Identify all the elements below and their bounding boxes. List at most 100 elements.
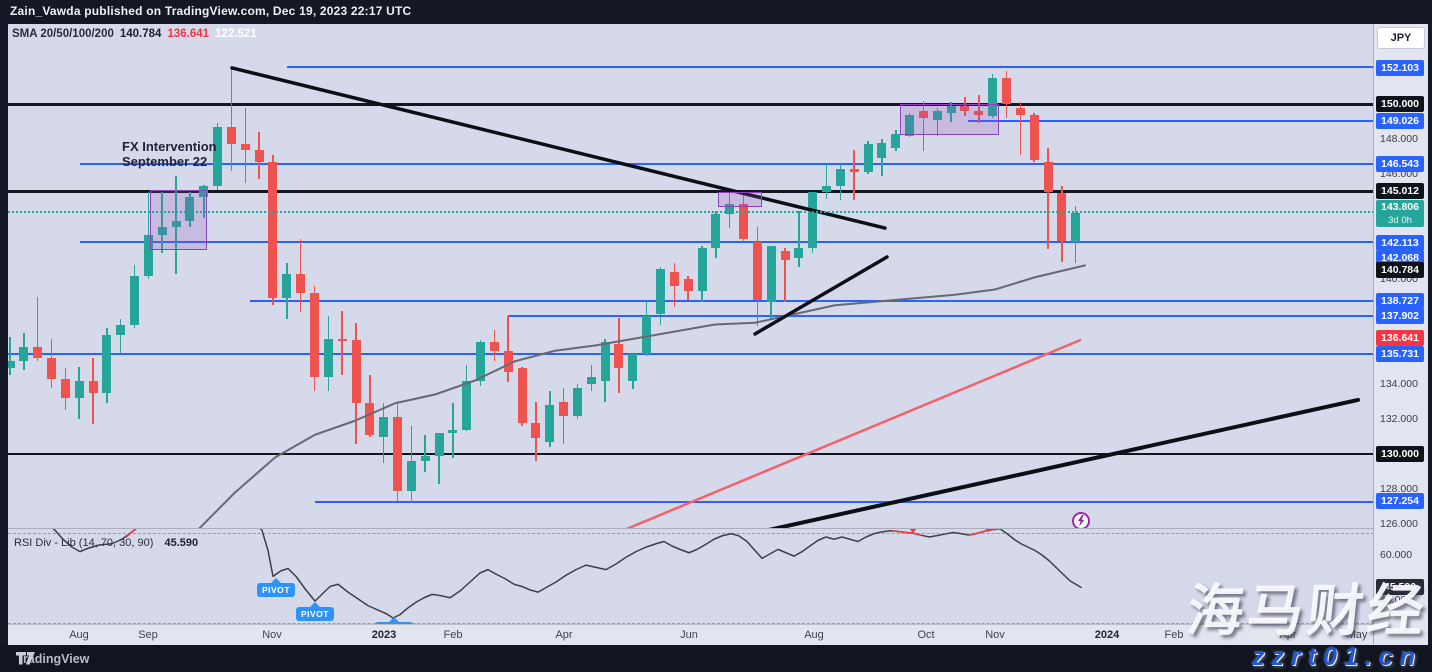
candlestick [8, 361, 15, 369]
fx-intervention-annotation[interactable]: FX Intervention September 22 [122, 139, 217, 169]
candle-wick [36, 296, 39, 362]
candlestick [60, 378, 70, 398]
candlestick [33, 347, 43, 358]
time-label-Nov: Nov [985, 629, 1005, 641]
candlestick [282, 273, 292, 299]
currency-toggle-button[interactable]: JPY [1377, 27, 1425, 49]
sma-legend[interactable]: SMA 20/50/100/200 140.784 136.641 122.521 [12, 28, 269, 40]
pivot-label[interactable]: PIVOT [296, 602, 334, 622]
price-level-line-138.727[interactable] [250, 300, 1374, 303]
candlestick [157, 226, 167, 236]
candlestick [600, 342, 610, 381]
candlestick [960, 105, 970, 111]
overlay-curves [52, 529, 1082, 619]
price-label-140.784: 140.784 [1376, 262, 1424, 278]
candlestick [130, 275, 140, 325]
publish-title: Zain_Vawda published on TradingView.com,… [10, 4, 412, 18]
candle-wick [1047, 147, 1049, 250]
price-level-line-143.806[interactable] [8, 211, 1374, 214]
candlestick [1071, 212, 1081, 243]
candlestick [365, 403, 375, 435]
price-level-line-135.731[interactable] [8, 352, 1374, 355]
candlestick [296, 273, 306, 293]
price-label-149.026: 149.026 [1376, 113, 1424, 129]
price-level-line-145.012[interactable] [8, 189, 1374, 193]
price-label-143.806: 143.806 3d 0h [1376, 199, 1424, 227]
candlestick [199, 186, 209, 197]
candlestick [171, 221, 181, 227]
candle-wick [9, 336, 11, 376]
price-level-line-130[interactable] [8, 452, 1374, 456]
time-axis[interactable]: Aug Sep Nov 2023 Feb Apr Jun Aug Oct Nov 2024 Feb Ap… [8, 625, 1374, 645]
candle-wick [978, 95, 980, 124]
time-label-Apr: Apr [555, 629, 573, 641]
price-label-150.000: 150.000 [1376, 96, 1424, 112]
sma-legend-label: SMA 20/50/100/200 [12, 28, 114, 40]
price-tick-126.000: 126.000 [1380, 518, 1418, 530]
time-label-Aug: Aug [69, 629, 89, 641]
distribution-zone[interactable] [900, 104, 999, 136]
candle-wick [203, 184, 205, 218]
candlestick [1001, 77, 1011, 104]
url-watermark: zzrt01.cn [1252, 643, 1422, 671]
candle-wick [825, 163, 828, 199]
candle-wick [798, 210, 800, 267]
lightning-idea-icon[interactable] [1072, 512, 1090, 529]
rsi-tick-40.000: 40.000 [1380, 594, 1413, 606]
price-level-line-142.113[interactable] [80, 241, 1374, 244]
rsi-value-label: 45.590 [1376, 579, 1424, 596]
candle-wick [341, 310, 343, 376]
candlestick [559, 401, 569, 416]
candlestick [1057, 193, 1067, 241]
candlestick [766, 245, 776, 302]
rsi-indicator-value: 45.590 [164, 537, 199, 549]
candlestick [379, 417, 389, 437]
candlestick [642, 315, 652, 355]
candlestick [88, 380, 98, 393]
candlestick [448, 429, 458, 433]
price-label-146.543: 146.543 [1376, 156, 1424, 172]
price-level-line-127.254[interactable] [315, 501, 1374, 504]
rsi-pane[interactable]: RSI Div - Lib (14, 70, 30, 90) 45.590 PI… [8, 529, 1374, 625]
price-label-152.103: 152.103 [1376, 60, 1424, 76]
price-pane[interactable] [8, 24, 1374, 529]
june-top-zone[interactable] [718, 192, 762, 207]
time-label-2023: 2023 [371, 629, 397, 641]
candlestick [586, 377, 596, 384]
candlestick [711, 214, 721, 248]
price-tick-134.000: 134.000 [1380, 378, 1418, 390]
rsi-line [52, 529, 1082, 619]
candlestick [739, 203, 749, 239]
price-axis[interactable]: JPY 148.000146.000144.000140.000136.0001… [1374, 24, 1428, 645]
candle-wick [922, 100, 925, 152]
time-label-Sep: Sep [138, 629, 158, 641]
price-level-line-150[interactable] [8, 102, 1374, 106]
price-level-line-137.902[interactable] [508, 314, 1374, 317]
price-level-line-152.103[interactable] [287, 66, 1374, 69]
pane-separator[interactable] [8, 528, 1374, 529]
countdown-timer: 3d 0h [1388, 214, 1412, 226]
candlestick [47, 357, 57, 379]
time-label-Nov: Nov [262, 629, 282, 641]
candlestick [393, 417, 403, 491]
candle-wick [119, 319, 122, 353]
candlestick [905, 114, 915, 136]
time-label-May: May [1346, 629, 1368, 641]
sma-gray-140.784 [197, 264, 1086, 529]
candlestick [918, 111, 928, 118]
fx-intervention-zone[interactable] [150, 189, 207, 251]
candlestick [946, 105, 956, 113]
publish-header-bar: Zain_Vawda published on TradingView.com,… [0, 0, 1432, 24]
price-label-136.641: 136.641 [1376, 330, 1424, 346]
pivot-label[interactable]: PIVOT [257, 578, 295, 598]
candlestick [891, 133, 901, 148]
chinese-watermark: 海马财经 [1184, 579, 1431, 642]
candle-wick [562, 387, 565, 444]
tradingview-brand[interactable]: TradingView [16, 652, 89, 666]
candlestick [476, 342, 486, 381]
price-level-line-149.026[interactable] [968, 120, 1374, 123]
price-tick-132.000: 132.000 [1380, 413, 1418, 425]
candlestick [462, 380, 472, 430]
candle-wick [936, 107, 939, 136]
